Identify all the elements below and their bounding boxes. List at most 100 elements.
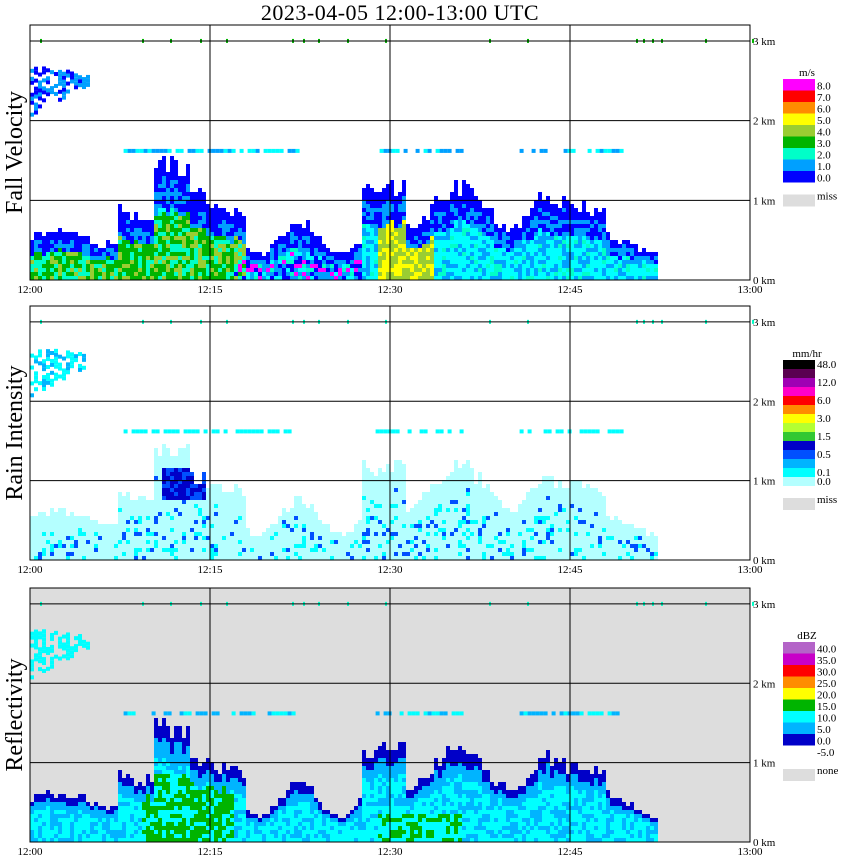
echo-cell [418, 516, 422, 520]
echo-cell [150, 236, 154, 240]
echo-cell [382, 220, 386, 224]
echo-cell [70, 528, 74, 532]
echo-cell [462, 552, 466, 556]
echo-cell [298, 512, 302, 516]
echo-cell [198, 208, 202, 212]
echo-cell [570, 204, 574, 208]
echo-cell [446, 552, 450, 556]
echo-cell [78, 83, 82, 88]
echo-cell [278, 272, 282, 276]
echo-cell [370, 244, 374, 248]
echo-cell [438, 524, 442, 528]
echo-cell [410, 236, 414, 240]
echo-cell [110, 244, 114, 248]
echo-cell [282, 548, 286, 552]
echo-cell [562, 240, 566, 244]
echo-cell [38, 256, 42, 260]
echo-cell [162, 156, 166, 160]
echo-cell [494, 248, 498, 252]
echo-cell [498, 500, 502, 504]
echo-cell [522, 252, 526, 256]
echo-cell [98, 272, 102, 276]
echo-cell [38, 236, 42, 240]
echo-cell [82, 272, 86, 276]
echo-cell [174, 520, 178, 524]
echo-cell [574, 540, 578, 544]
echo-cell [398, 516, 402, 520]
echo-cell [178, 452, 182, 456]
echo-cell [486, 236, 490, 240]
echo-cell [510, 236, 514, 240]
echo-cell [286, 252, 290, 256]
echo-cell [446, 544, 450, 548]
echo-cell [398, 260, 402, 264]
echo-cell [590, 228, 594, 232]
echo-cell [182, 460, 186, 464]
echo-cell [394, 200, 398, 204]
echo-cell [574, 208, 578, 212]
echo-cell [190, 252, 194, 256]
echo-cell [574, 228, 578, 232]
echo-cell [510, 268, 514, 272]
echo-cell [482, 536, 486, 540]
echo-cell [394, 460, 398, 464]
echo-cell [454, 480, 458, 484]
echo-cell [502, 252, 506, 256]
echo-cell [570, 240, 574, 244]
echo-cell [434, 556, 438, 560]
echo-cell [30, 252, 34, 256]
echo-cell [362, 240, 366, 244]
echo-cell [326, 248, 330, 252]
echo-cell [546, 228, 550, 232]
echo-cell [206, 504, 210, 508]
echo-cell [566, 244, 570, 248]
echo-cell [291, 148, 296, 153]
echo-cell [366, 488, 370, 492]
echo-cell [482, 492, 486, 496]
echo-cell [538, 228, 542, 232]
echo-cell [214, 500, 218, 504]
echo-cell [370, 520, 374, 524]
echo-cell [530, 224, 534, 228]
echo-cell [278, 532, 282, 536]
echo-cell [142, 224, 146, 228]
echo-cell [626, 268, 630, 272]
echo-cell [210, 512, 214, 516]
echo-cell [30, 520, 34, 524]
echo-cell [490, 208, 494, 212]
echo-cell [266, 548, 270, 552]
echo-cell [218, 496, 222, 500]
echo-cell [66, 536, 70, 540]
echo-cell [362, 200, 366, 204]
echo-cell [198, 276, 202, 280]
echo-cell [322, 540, 326, 544]
echo-cell [478, 544, 482, 548]
echo-cell [162, 548, 166, 552]
echo-cell [146, 548, 150, 552]
echo-cell [226, 540, 230, 544]
echo-cell [142, 516, 146, 520]
echo-cell [206, 212, 210, 216]
echo-cell [462, 512, 466, 516]
echo-cell [166, 464, 170, 468]
echo-cell [570, 492, 574, 496]
echo-cell [370, 248, 374, 252]
echo-cell [538, 208, 542, 212]
echo-cell [158, 536, 162, 540]
echo-cell [382, 512, 386, 516]
echo-cell [194, 528, 198, 532]
echo-cell [150, 512, 154, 516]
echo-cell [346, 544, 350, 548]
echo-cell [434, 256, 438, 260]
echo-cell [454, 512, 458, 516]
echo-cell [586, 216, 590, 220]
echo-cell [186, 444, 190, 448]
echo-cell [454, 188, 458, 192]
echo-cell [126, 508, 130, 512]
echo-cell [418, 532, 422, 536]
echo-cell [394, 212, 398, 216]
echo-cell [422, 224, 426, 228]
echo-cell [122, 276, 126, 280]
echo-cell [214, 268, 218, 272]
echo-cell [654, 264, 658, 268]
